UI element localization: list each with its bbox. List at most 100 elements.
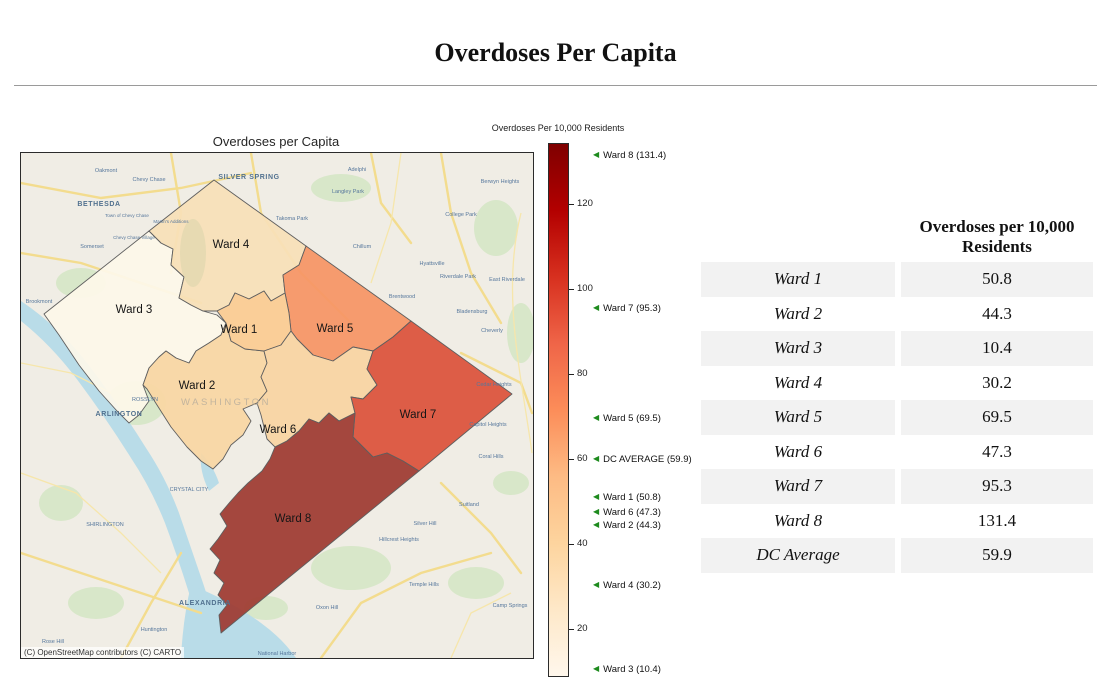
place-label: Town of Chevy Chase [105, 213, 149, 218]
table-row: DC Average 59.9 [701, 538, 1093, 573]
basemap-place-labels: Oakmont Chevy Chase Adelphi Berwyn Heights L… [26, 167, 528, 657]
place-label: Rose Hill [42, 639, 64, 645]
colorbar-tick-label: 20 [577, 623, 588, 635]
annotation-arrow-icon: ◀ [593, 579, 600, 589]
place-label: National Harbor [258, 651, 297, 657]
table-cell-value: 69.5 [901, 400, 1093, 435]
place-label: Adelphi [348, 167, 366, 173]
ward-label: Ward 8 [275, 513, 312, 525]
annotation-arrow-icon: ◀ [593, 453, 600, 463]
colorbar-tick-label: 80 [577, 368, 588, 380]
place-label: ROSSLYN [132, 397, 158, 403]
ward-label: Ward 2 [179, 380, 216, 392]
ward-label: Ward 1 [221, 324, 258, 336]
place-label: Camp Springs [493, 603, 528, 609]
ward-label: Ward 5 [317, 323, 354, 335]
annotation-arrow-icon: ◀ [593, 519, 600, 529]
place-label: Berwyn Heights [481, 179, 520, 185]
page-title: Overdoses Per Capita [434, 38, 677, 67]
annotation-label: Ward 8 (131.4) [603, 149, 667, 161]
ward-label: Ward 4 [213, 239, 250, 251]
title-divider [14, 85, 1097, 86]
map-attribution: (C) OpenStreetMap contributors (C) CARTO [21, 647, 185, 658]
annotation-label: Ward 5 (69.5) [603, 412, 661, 424]
ward-label: Ward 6 [260, 424, 297, 436]
annotation-label: Ward 3 (10.4) [603, 663, 661, 675]
colorbar-tick [569, 203, 574, 205]
place-label: Silver Hill [414, 521, 437, 527]
place-label: Brookmont [26, 299, 53, 305]
ward-polygons [43, 179, 513, 634]
annotation-label: Ward 2 (44.3) [603, 519, 661, 531]
table-cell-ward: Ward 7 [701, 469, 895, 504]
annotation-arrow-icon: ◀ [593, 412, 600, 422]
table-row: Ward 6 47.3 [701, 435, 1093, 470]
table-header-values: Overdoses per 10,000 Residents [919, 217, 1075, 256]
table-cell-value: 30.2 [982, 372, 1012, 392]
table-header-row: Overdoses per 10,000 Residents [701, 212, 1093, 262]
place-label: SHIRLINGTON [86, 522, 124, 528]
annotation-arrow-icon: ◀ [593, 303, 600, 313]
colorbar-annotation: ◀ Ward 3 (10.4) [593, 664, 661, 676]
table-cell-value: 10.4 [901, 331, 1093, 366]
place-label: Langley Park [332, 189, 364, 195]
colorbar-title: Overdoses Per 10,000 Residents [491, 123, 625, 133]
colorbar-tick-label: 120 [577, 198, 593, 210]
colorbar-annotation: ◀ Ward 5 (69.5) [593, 413, 661, 425]
table-cell-ward: Ward 6 [773, 441, 823, 461]
colorbar-annotation: ◀ Ward 6 (47.3) [593, 507, 661, 519]
table-row: Ward 8 131.4 [701, 504, 1093, 539]
basemap-city-labels: BETHESDA SILVER SPRING ARLINGTON ALEXANDRIA [77, 174, 279, 607]
colorbar-annotation: ◀ Ward 4 (30.2) [593, 580, 661, 592]
colorbar-annotation: ◀ Ward 2 (44.3) [593, 520, 661, 532]
place-label: Temple Hills [409, 582, 439, 588]
place-label: Martin's Additions [153, 219, 189, 224]
place-label: Hyattsville [419, 261, 444, 267]
colorbar-tick [569, 543, 574, 545]
table-cell-value: 44.3 [982, 303, 1012, 323]
annotation-label: Ward 6 (47.3) [603, 507, 661, 519]
table-row: Ward 7 95.3 [701, 469, 1093, 504]
colorbar-tick [569, 628, 574, 630]
table-cell-value: 131.4 [977, 510, 1017, 530]
colorbar-annotation: ◀ Ward 7 (95.3) [593, 303, 661, 315]
map-title: Overdoses per Capita [212, 134, 340, 149]
place-label: Somerset [80, 244, 104, 250]
table-cell-ward: Ward 5 [701, 400, 895, 435]
place-label: Cheverly [481, 328, 503, 334]
city-label: ARLINGTON [96, 411, 143, 418]
place-label: CRYSTAL CITY [170, 487, 209, 493]
basemap-parks [39, 174, 533, 620]
table-cell-ward: Ward 1 [701, 262, 895, 297]
annotation-arrow-icon: ◀ [593, 492, 600, 502]
colorbar-tick-label: 60 [577, 453, 588, 465]
colorbar-gradient [548, 143, 569, 677]
place-label: Oxon Hill [316, 605, 338, 611]
colorbar-tick [569, 458, 574, 460]
place-label: Suitland [459, 502, 479, 508]
table-cell-value: 50.8 [901, 262, 1093, 297]
table-cell-value: 47.3 [982, 441, 1012, 461]
ward-labels: Ward 1 Ward 2 Ward 3 Ward 4 Ward 5 Ward 6 Ward… [116, 239, 437, 525]
colorbar-annotation: ◀ Ward 1 (50.8) [593, 492, 661, 504]
table-body: Ward 1 50.8 Ward 2 44.3 Ward 3 10.4 Ward 4 30.2… [701, 262, 1093, 573]
place-label: East Riverdale [489, 277, 525, 283]
annotation-arrow-icon: ◀ [593, 149, 600, 159]
annotation-arrow-icon: ◀ [593, 507, 600, 517]
table-row: Ward 5 69.5 [701, 400, 1093, 435]
ward-label: Ward 7 [400, 409, 437, 421]
colorbar-annotation: ◀ DC AVERAGE (59.9) [593, 454, 692, 466]
table-row: Ward 3 10.4 [701, 331, 1093, 366]
place-label: Takoma Park [276, 216, 308, 222]
annotation-label: DC AVERAGE (59.9) [603, 453, 692, 465]
colorbar-tick-label: 40 [577, 538, 588, 550]
annotation-label: Ward 4 (30.2) [603, 579, 661, 591]
annotation-arrow-icon: ◀ [593, 663, 600, 673]
washington-watermark: WASHINGTON [181, 397, 271, 408]
place-label: Riverdale Park [440, 274, 476, 280]
place-label: Oakmont [95, 168, 118, 174]
ward-label: Ward 3 [116, 304, 153, 316]
table-row: Ward 4 30.2 [701, 366, 1093, 401]
place-label: College Park [445, 212, 477, 218]
